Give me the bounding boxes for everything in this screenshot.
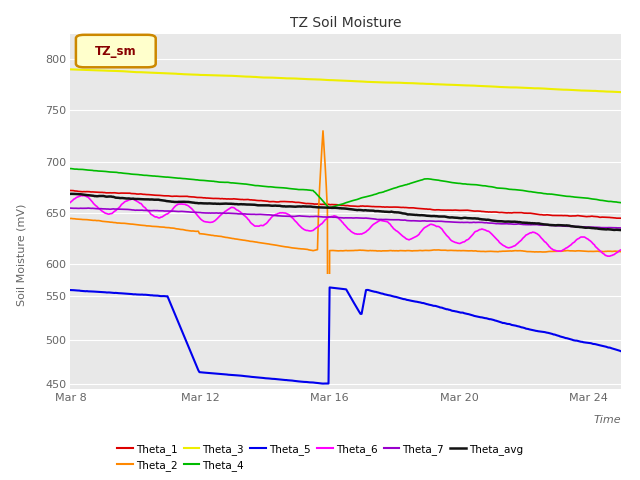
Title: TZ Soil Moisture: TZ Soil Moisture [290, 16, 401, 30]
Text: Time: Time [593, 415, 621, 425]
FancyBboxPatch shape [76, 35, 156, 67]
Legend: Theta_1, Theta_2, Theta_3, Theta_4, Theta_5, Theta_6, Theta_7, Theta_avg: Theta_1, Theta_2, Theta_3, Theta_4, Thet… [113, 439, 527, 475]
Text: TZ_sm: TZ_sm [95, 45, 137, 58]
Text: Soil Moisture (mV): Soil Moisture (mV) [16, 203, 26, 306]
